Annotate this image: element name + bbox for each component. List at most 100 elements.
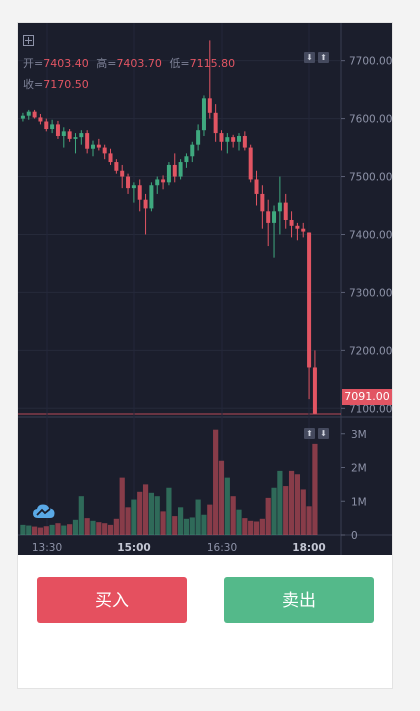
volume-tick-label: 1M: [351, 496, 367, 508]
candle-body: [184, 156, 189, 163]
arrow-up-icon[interactable]: ⬆: [318, 52, 329, 63]
candle-body: [55, 124, 60, 136]
candle-body: [32, 111, 37, 118]
candle-body: [190, 144, 195, 157]
ohlc-row-1: 开=7403.40 高=7403.70 低=7115.80: [23, 55, 235, 71]
candle-body: [196, 130, 201, 145]
volume-bar: [312, 443, 318, 535]
close-label: 收=: [23, 78, 44, 91]
volume-bar: [166, 487, 172, 535]
candle-body: [178, 162, 183, 177]
sell-button[interactable]: 卖出: [224, 577, 374, 623]
volume-bar: [253, 521, 260, 535]
volume-bar: [242, 518, 248, 535]
candle-body: [283, 202, 288, 220]
volume-bar: [131, 499, 137, 535]
candle-body: [114, 162, 119, 171]
candle-body: [108, 153, 113, 163]
chart-canvas[interactable]: 7100.00 7200.00 7300.00 7400.00 7500.00 7600.…: [18, 23, 392, 555]
volume-bar: [142, 484, 149, 535]
candle-body: [307, 232, 312, 368]
low-value: 7115.80: [189, 57, 236, 70]
volume-bar: [20, 524, 26, 535]
candle-body: [131, 185, 136, 189]
candle-body: [301, 228, 306, 232]
candle-body: [272, 211, 277, 223]
volume-bar: [37, 527, 44, 535]
volume-bar: [236, 509, 242, 535]
candle-body: [143, 199, 148, 209]
candle-body: [96, 144, 101, 148]
volume-bar: [113, 518, 119, 535]
volume-bar: [300, 489, 306, 535]
volume-bar: [67, 524, 73, 535]
volume-bar: [49, 524, 55, 535]
volume-bar: [183, 518, 190, 535]
volume-bar: [78, 496, 84, 535]
candle-body: [20, 115, 25, 119]
candle-body: [277, 202, 282, 212]
open-value: 7403.40: [43, 57, 89, 70]
candle-body: [102, 147, 107, 154]
volume-bar: [288, 470, 295, 535]
price-tick-label: 7300.00: [349, 287, 392, 299]
price-tick-label: 7400.00: [349, 229, 392, 241]
candle-body: [242, 135, 247, 148]
close-value: 7170.50: [43, 78, 89, 91]
candle-body: [231, 137, 236, 142]
volume-arrow-up-icon[interactable]: ⬆: [304, 428, 315, 439]
volume-bar: [55, 523, 61, 535]
candle-body: [44, 121, 49, 130]
volume-bar: [248, 520, 254, 535]
volume-bar: [84, 518, 90, 535]
volume-bar: [306, 506, 312, 535]
arrow-down-icon[interactable]: ⬇: [304, 52, 315, 63]
high-value: 7403.70: [116, 57, 162, 70]
volume-bar: [172, 516, 178, 535]
candle-body: [67, 131, 72, 139]
volume-bar: [294, 474, 300, 535]
volume-bar: [148, 492, 154, 535]
candle-body: [85, 133, 90, 149]
volume-bar: [154, 496, 160, 535]
volume-bar: [72, 519, 79, 535]
price-tick-label: 7100.00: [349, 403, 392, 415]
volume-bar: [61, 525, 67, 535]
price-tick-label: 7600.00: [349, 114, 392, 126]
volume-bar: [259, 518, 265, 535]
candle-body: [91, 144, 95, 149]
volume-bar: [119, 477, 125, 535]
expand-indicator-icon[interactable]: [23, 35, 34, 46]
buy-button[interactable]: 买入: [37, 577, 187, 623]
time-tick-label: 16:30: [207, 542, 237, 554]
volume-bar: [32, 526, 38, 535]
volume-bar: [125, 507, 131, 535]
candle-body: [149, 185, 154, 209]
kline-chart[interactable]: 7100.00 7200.00 7300.00 7400.00 7500.00 7600.…: [18, 23, 392, 555]
candle-body: [38, 117, 43, 122]
candle-body: [266, 211, 271, 223]
low-label: 低=: [169, 57, 190, 70]
high-label: 高=: [96, 57, 117, 70]
volume-bar: [283, 486, 289, 535]
candle-body: [172, 164, 177, 177]
candle-body: [207, 98, 212, 113]
volume-arrow-down-icon[interactable]: ⬇: [318, 428, 329, 439]
volume-bar: [195, 499, 201, 535]
volume-bar: [265, 497, 271, 535]
candle-body: [225, 137, 230, 142]
volume-bar: [90, 520, 96, 535]
volume-tick-label: 2M: [351, 463, 367, 475]
volume-bar: [189, 517, 195, 535]
candle-body: [295, 225, 300, 229]
time-tick-label: 15:00: [117, 542, 150, 554]
candle-body: [248, 147, 253, 180]
time-tick-label: 18:00: [292, 542, 325, 554]
volume-bar: [137, 491, 143, 535]
volume-bar: [230, 496, 236, 535]
volume-bar: [271, 487, 277, 535]
volume-bar: [201, 514, 207, 535]
volume-bar: [224, 477, 230, 535]
candle-body: [126, 176, 131, 189]
candle-body: [120, 170, 125, 177]
